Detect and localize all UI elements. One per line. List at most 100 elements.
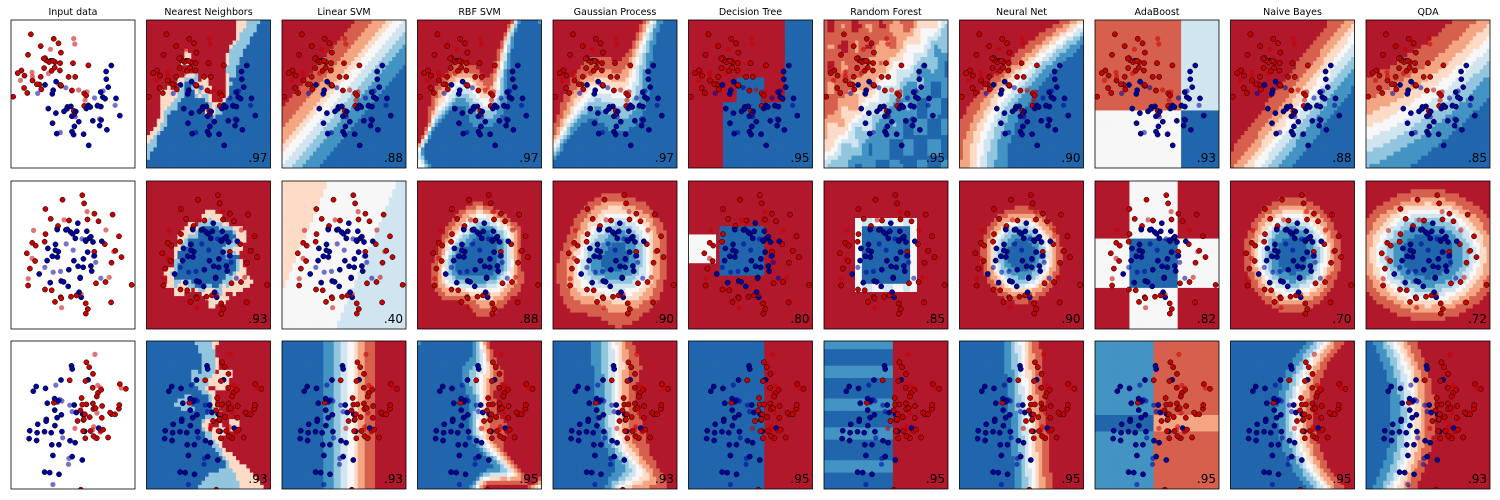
point-class-1: [1261, 428, 1267, 435]
point-class-1: [890, 275, 896, 282]
point-class-0: [501, 382, 507, 388]
point-class-1: [1051, 76, 1058, 83]
point-class-1: [778, 88, 784, 94]
point-class-1: [774, 122, 780, 129]
point-class-1: [883, 247, 889, 253]
point-class-1: [1400, 105, 1407, 112]
point-class-0: [296, 51, 302, 58]
point-class-0: [444, 86, 451, 93]
point-class-1: [998, 481, 1005, 488]
point-class-1: [862, 120, 869, 127]
point-class-0: [499, 280, 506, 287]
point-class-0: [895, 97, 901, 103]
point-class-0: [217, 435, 224, 442]
point-class-1: [170, 90, 176, 96]
point-class-0: [771, 410, 778, 416]
point-class-1: [356, 142, 363, 149]
point-class-0: [1467, 247, 1474, 254]
point-class-0: [1162, 395, 1169, 401]
point-class-0: [228, 405, 234, 411]
point-class-0: [394, 385, 400, 392]
point-class-0: [768, 433, 774, 439]
point-class-0: [509, 227, 515, 233]
point-class-0: [229, 393, 236, 400]
point-class-1: [465, 411, 471, 418]
point-class-1: [226, 253, 232, 259]
point-class-0: [1268, 287, 1275, 294]
point-class-1: [1118, 429, 1124, 436]
point-class-1: [756, 457, 763, 463]
point-class-1: [1149, 266, 1156, 273]
point-class-0: [1163, 192, 1170, 199]
point-class-0: [502, 218, 508, 225]
point-class-1: [1009, 279, 1015, 285]
point-class-0: [323, 299, 329, 305]
point-class-1: [586, 400, 593, 407]
point-class-1: [1025, 275, 1032, 282]
point-class-1: [1278, 411, 1284, 418]
point-class-1: [658, 112, 665, 119]
point-class-0: [65, 74, 72, 80]
point-class-0: [193, 82, 200, 88]
point-class-1: [606, 105, 612, 112]
score-label: .85: [926, 312, 945, 326]
point-class-0: [1299, 428, 1306, 434]
point-class-1: [888, 263, 894, 270]
point-class-0: [82, 411, 88, 418]
point-class-0: [187, 299, 194, 305]
point-class-1: [179, 257, 186, 264]
point-class-0: [177, 238, 183, 245]
point-class-0: [1406, 64, 1413, 71]
point-class-1: [1413, 411, 1420, 418]
point-class-0: [1183, 403, 1189, 409]
point-class-0: [1139, 40, 1146, 47]
point-class-1: [901, 233, 907, 240]
point-class-0: [1457, 279, 1464, 285]
point-class-0: [352, 416, 358, 423]
point-class-0: [897, 209, 903, 215]
score-label: .95: [1061, 472, 1080, 486]
point-class-0: [488, 435, 495, 442]
point-class-0: [1200, 402, 1207, 408]
point-class-0: [313, 231, 320, 237]
point-class-1: [748, 247, 754, 253]
point-class-1: [84, 249, 91, 255]
point-class-1: [510, 126, 517, 133]
point-class-1: [911, 275, 917, 281]
point-class-0: [1309, 384, 1316, 391]
point-class-0: [514, 299, 521, 306]
point-class-0: [1077, 282, 1083, 288]
point-class-0: [889, 87, 895, 93]
point-class-0: [1421, 217, 1427, 224]
point-class-1: [753, 118, 760, 125]
point-class-1: [1155, 257, 1161, 264]
point-class-1: [462, 471, 469, 478]
point-class-0: [430, 90, 437, 96]
point-class-1: [336, 283, 343, 290]
point-class-1: [1149, 461, 1156, 467]
point-class-0: [254, 385, 260, 391]
point-class-0: [1027, 192, 1034, 199]
point-class-0: [1167, 359, 1174, 366]
decision-region: [146, 181, 271, 329]
point-class-0: [330, 305, 336, 311]
point-class-0: [843, 227, 850, 233]
point-class-1: [320, 120, 327, 127]
score-label: .93: [248, 312, 267, 326]
point-class-1: [304, 437, 311, 444]
point-class-1: [204, 366, 211, 372]
point-class-0: [1288, 87, 1295, 94]
point-class-1: [329, 377, 335, 383]
point-class-0: [1324, 434, 1331, 441]
point-class-0: [308, 43, 315, 49]
point-class-0: [905, 405, 912, 411]
point-class-1: [857, 400, 864, 407]
point-class-1: [1154, 131, 1161, 138]
point-class-0: [522, 402, 529, 408]
point-class-0: [193, 295, 200, 302]
point-class-1: [839, 427, 846, 434]
point-class-1: [472, 461, 478, 467]
point-class-1: [519, 95, 526, 102]
point-class-0: [787, 211, 793, 218]
point-class-1: [439, 383, 446, 390]
